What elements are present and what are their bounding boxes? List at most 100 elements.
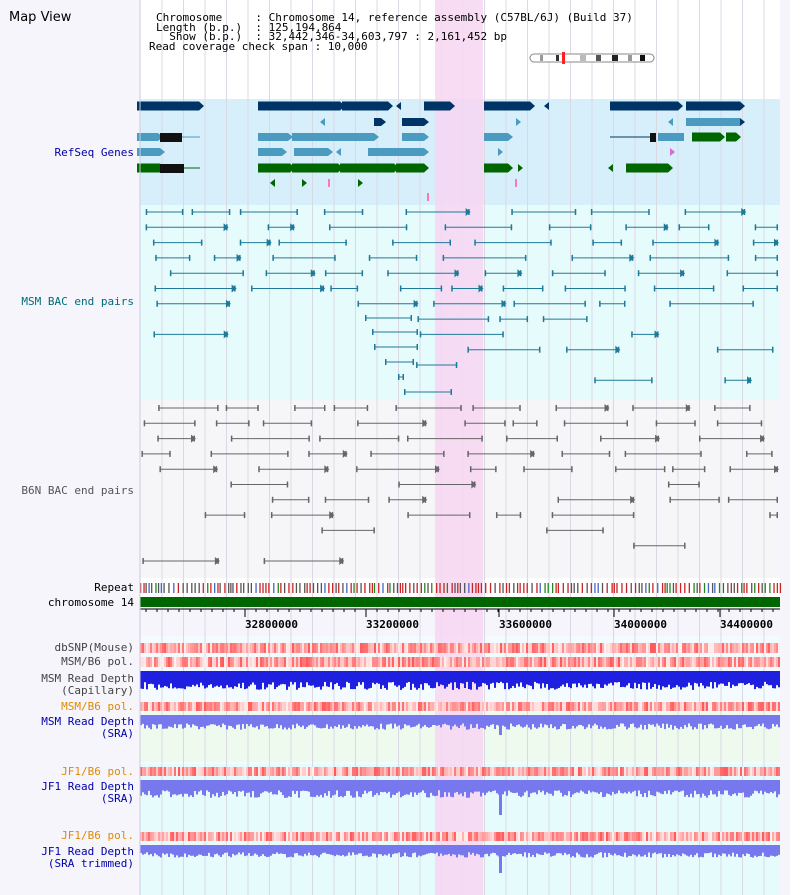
- heat-cell: [194, 767, 196, 776]
- depth-bar: [436, 715, 438, 726]
- depth-bar: [444, 845, 446, 855]
- heat-cell: [276, 767, 278, 776]
- depth-bar: [692, 845, 694, 858]
- heat-cell: [480, 702, 482, 711]
- heat-cell: [478, 702, 480, 711]
- heat-cell: [718, 832, 720, 841]
- heat-cell: [578, 702, 580, 711]
- bac-end: [334, 254, 336, 261]
- depth-bar: [646, 780, 648, 798]
- heat-cell: [296, 767, 298, 776]
- repeat-mark: [751, 583, 753, 593]
- heat-cell: [532, 643, 534, 653]
- heat-cell: [446, 702, 448, 711]
- heat-cell: [506, 832, 508, 841]
- refseq-track-label[interactable]: RefSeq Genes: [54, 146, 134, 159]
- depth-bar: [608, 845, 610, 853]
- repeat-mark: [733, 583, 735, 593]
- jf1-depth-trimmed-sub: (SRA trimmed): [47, 857, 134, 870]
- heat-cell: [542, 657, 544, 667]
- bac-end: [365, 315, 367, 321]
- depth-bar: [718, 780, 720, 791]
- depth-bar: [742, 715, 744, 725]
- heat-cell: [412, 643, 414, 653]
- depth-bar: [224, 845, 226, 853]
- heat-cell: [204, 643, 206, 653]
- depth-bar: [414, 845, 416, 853]
- heat-cell: [422, 832, 424, 841]
- heat-cell: [764, 767, 766, 776]
- heat-cell: [484, 702, 486, 711]
- depth-bar: [676, 671, 678, 686]
- depth-bar: [718, 845, 720, 855]
- heat-cell: [232, 702, 234, 711]
- bac-end: [631, 331, 633, 338]
- chromosome-bar: [140, 597, 780, 607]
- depth-bar: [354, 671, 356, 690]
- msm-bac-track-label[interactable]: MSM BAC end pairs: [21, 295, 134, 308]
- arrow-marker: [663, 223, 669, 232]
- heat-cell: [550, 657, 552, 667]
- repeat-mark: [194, 583, 196, 593]
- depth-bar: [756, 845, 758, 857]
- depth-bar: [234, 780, 236, 793]
- heat-cell: [588, 767, 590, 776]
- heat-cell: [496, 702, 498, 711]
- depth-bar: [770, 715, 772, 729]
- depth-bar: [512, 780, 514, 793]
- heat-cell: [774, 832, 776, 841]
- bac-end: [653, 285, 656, 292]
- b6n-bac-track-label[interactable]: B6N BAC end pairs: [21, 484, 134, 497]
- heat-cell: [366, 657, 368, 667]
- arrow-marker: [358, 179, 363, 187]
- depth-bar: [448, 845, 450, 854]
- depth-bar: [748, 845, 750, 855]
- gene-block: [368, 148, 400, 156]
- heat-cell: [422, 702, 424, 711]
- heat-cell: [328, 832, 330, 841]
- heat-cell: [396, 767, 398, 776]
- bac-end: [330, 285, 332, 292]
- heat-cell: [344, 702, 346, 711]
- heat-cell: [568, 832, 570, 841]
- arrow-marker: [760, 434, 766, 443]
- depth-bar: [550, 671, 552, 689]
- gene-arrow: [282, 148, 287, 156]
- bac-end: [357, 420, 359, 427]
- depth-bar: [210, 780, 212, 798]
- heat-cell: [242, 702, 244, 711]
- heat-cell: [520, 832, 522, 841]
- depth-bar: [708, 671, 710, 687]
- heat-cell: [150, 832, 152, 841]
- heat-cell: [758, 702, 760, 711]
- heat-cell: [630, 767, 632, 776]
- axis-tick-label: 33600000: [499, 618, 552, 631]
- depth-bar: [150, 671, 152, 684]
- depth-bar: [460, 715, 462, 726]
- heat-cell: [258, 702, 260, 711]
- bac-end: [632, 405, 634, 411]
- depth-bar: [344, 780, 346, 796]
- depth-bar: [298, 715, 300, 726]
- repeat-mark: [207, 583, 209, 593]
- heat-cell: [696, 832, 698, 841]
- axis-tick-label: 33200000: [366, 618, 419, 631]
- repeat-mark: [516, 583, 519, 593]
- depth-bar: [486, 715, 488, 726]
- depth-bar: [722, 671, 724, 684]
- repeat-mark: [230, 583, 232, 593]
- depth-bar: [444, 671, 446, 689]
- depth-bar: [770, 845, 772, 856]
- depth-bar: [654, 780, 656, 797]
- heat-cell: [438, 767, 440, 776]
- heat-cell: [400, 657, 402, 667]
- depth-bar: [396, 671, 398, 687]
- heat-cell: [176, 657, 178, 667]
- depth-bar: [222, 845, 224, 855]
- gene-exons: [160, 164, 184, 173]
- depth-bar: [692, 715, 694, 730]
- heat-cell: [526, 832, 528, 841]
- depth-bar: [766, 845, 768, 858]
- depth-bar: [190, 845, 192, 856]
